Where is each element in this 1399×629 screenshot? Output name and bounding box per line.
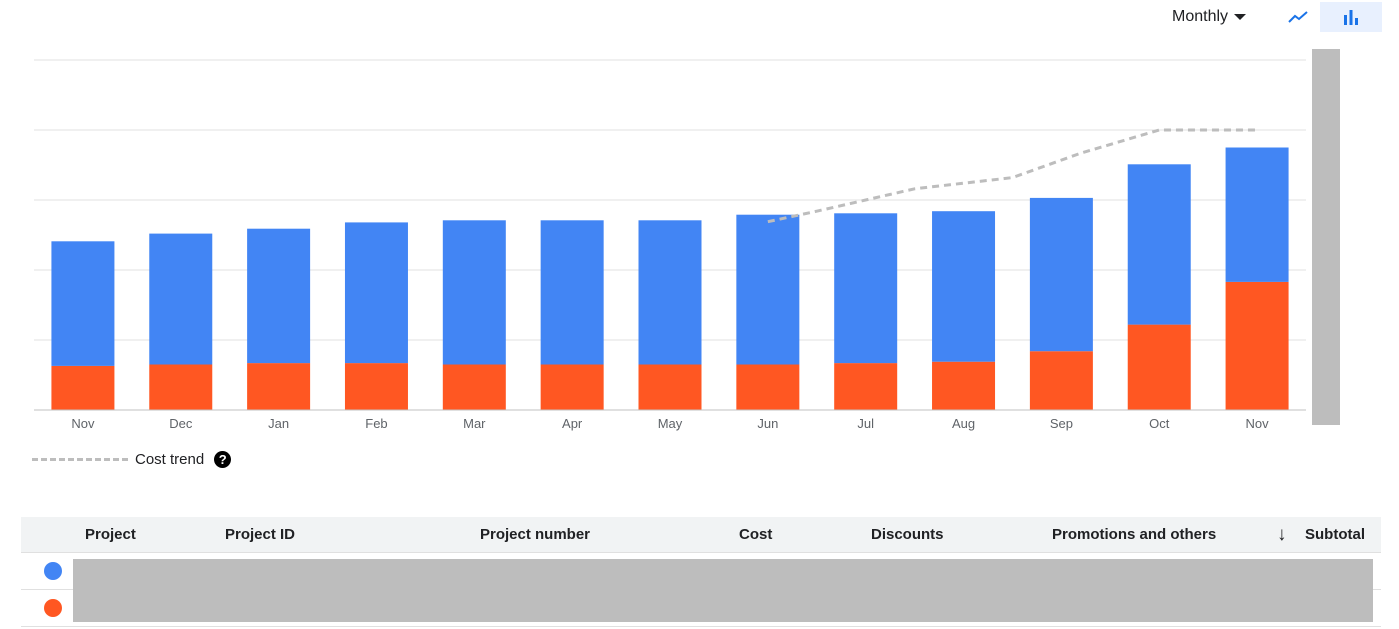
x-tick-label: Jun bbox=[757, 416, 778, 431]
bar-segment-orange bbox=[834, 363, 898, 410]
bar-segment-blue bbox=[247, 228, 311, 364]
x-tick-label: Nov bbox=[71, 416, 95, 431]
bar-segment-orange bbox=[247, 363, 311, 410]
bar-segment-blue bbox=[638, 220, 702, 365]
trend-dash-swatch bbox=[32, 457, 128, 461]
bar-chart-view-button[interactable] bbox=[1320, 2, 1382, 32]
col-subtotal[interactable]: Subtotal bbox=[1305, 526, 1365, 543]
bar-segment-blue bbox=[932, 211, 996, 362]
cost-chart: Nov Dec Jan Feb Mar Apr May Jun Jul Aug Sep Oct Nov bbox=[34, 59, 1306, 431]
legend-trend-label: Cost trend bbox=[135, 450, 205, 468]
x-tick-label: Sep bbox=[1050, 416, 1073, 431]
bar-segment-orange bbox=[932, 361, 996, 410]
cost-trend-line bbox=[767, 128, 1258, 224]
x-tick-label: May bbox=[658, 416, 683, 431]
dropdown-caret-icon bbox=[1234, 14, 1247, 20]
chart-legend: Cost trend ? bbox=[32, 448, 232, 470]
line-chart-view-button[interactable] bbox=[1267, 2, 1329, 32]
x-tick-label: Oct bbox=[1149, 416, 1170, 431]
bar-segment-blue bbox=[834, 213, 898, 364]
col-discounts[interactable]: Discounts bbox=[871, 526, 944, 543]
x-tick-label: Jan bbox=[268, 416, 289, 431]
help-icon[interactable]: ? bbox=[214, 450, 232, 468]
col-project-number[interactable]: Project number bbox=[480, 526, 591, 543]
bar-segment-blue bbox=[149, 233, 213, 365]
col-project-id[interactable]: Project ID bbox=[225, 526, 296, 543]
bar-segment-orange bbox=[1029, 351, 1093, 410]
table-header: Project Project ID Project number Cost D… bbox=[21, 517, 1381, 553]
bar-segment-orange bbox=[51, 365, 115, 410]
series-color-dot bbox=[44, 562, 62, 580]
bar-segment-blue bbox=[1225, 147, 1289, 282]
bar-segment-orange bbox=[736, 364, 800, 410]
col-promotions[interactable]: Promotions and others bbox=[1052, 526, 1217, 543]
col-cost[interactable]: Cost bbox=[739, 526, 773, 543]
bar-segment-orange bbox=[540, 364, 604, 410]
bar-segment-blue bbox=[736, 214, 800, 365]
x-tick-label: Feb bbox=[365, 416, 387, 431]
bar-segment-orange bbox=[344, 363, 408, 410]
bar-segment-blue bbox=[1029, 197, 1093, 352]
bar-segment-blue bbox=[51, 241, 115, 366]
col-project[interactable]: Project bbox=[85, 526, 136, 543]
bar-segment-orange bbox=[442, 364, 506, 410]
series-color-dot bbox=[44, 599, 62, 617]
bar-segment-orange bbox=[149, 364, 213, 410]
bar-segment-orange bbox=[1225, 281, 1289, 410]
period-dropdown[interactable]: Monthly bbox=[1172, 6, 1247, 28]
x-tick-label: Apr bbox=[562, 416, 583, 431]
redacted-rows bbox=[73, 559, 1373, 622]
chart-toolbar: Monthly bbox=[1139, 0, 1399, 34]
bar-segment-blue bbox=[540, 220, 604, 365]
x-tick-label: Dec bbox=[169, 416, 193, 431]
x-tick-label: Aug bbox=[952, 416, 975, 431]
x-tick-label: Nov bbox=[1246, 416, 1270, 431]
period-label: Monthly bbox=[1172, 8, 1229, 25]
x-tick-label: Jul bbox=[857, 416, 874, 431]
table-row[interactable] bbox=[21, 590, 1381, 627]
x-tick-label: Mar bbox=[463, 416, 486, 431]
bar-chart-icon bbox=[1344, 10, 1358, 25]
line-chart-icon bbox=[1288, 11, 1308, 23]
chart-scrollbar[interactable] bbox=[1312, 49, 1340, 425]
bar-segment-orange bbox=[638, 364, 702, 410]
bar-segment-blue bbox=[344, 222, 408, 364]
sort-desc-icon[interactable]: ↓ bbox=[1277, 524, 1287, 545]
bar-segment-blue bbox=[1127, 164, 1191, 325]
bar-segment-orange bbox=[1127, 324, 1191, 410]
bar-segment-blue bbox=[442, 220, 506, 365]
